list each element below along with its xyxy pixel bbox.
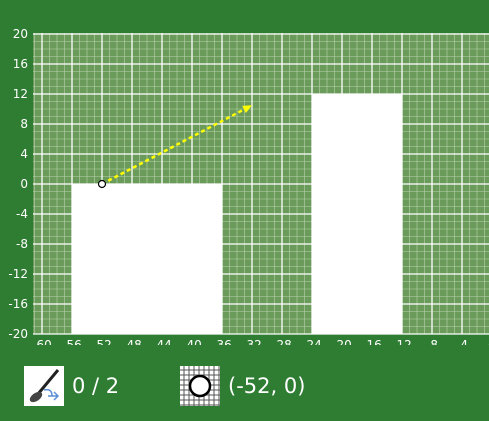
y-tick-label: -8 bbox=[16, 237, 28, 251]
x-tick-label: -4 bbox=[456, 338, 468, 345]
white-block bbox=[72, 184, 222, 334]
x-tick-label: -28 bbox=[272, 338, 292, 345]
position-group: (-52, 0) bbox=[180, 363, 305, 409]
x-axis-labels: -60 -56 -52 -48 -44 -40 -36 -32 -28 -24 -20 -16 -12 -… bbox=[32, 338, 489, 345]
y-tick-label: -4 bbox=[16, 207, 28, 221]
y-axis-labels: 20 16 12 8 4 0 -4 -8 -12 -16 -20 bbox=[8, 27, 28, 341]
golf-club-icon[interactable] bbox=[24, 366, 64, 406]
x-tick-label: -48 bbox=[122, 338, 142, 345]
shot-counter: 0 / 2 bbox=[72, 374, 120, 398]
ball[interactable] bbox=[97, 179, 107, 189]
white-block bbox=[312, 94, 402, 334]
y-tick-label: 4 bbox=[20, 147, 28, 161]
x-tick-label: -24 bbox=[302, 338, 322, 345]
ball-position: (-52, 0) bbox=[228, 374, 306, 398]
x-tick-label: -12 bbox=[392, 338, 412, 345]
y-tick-label: -20 bbox=[8, 327, 28, 341]
x-tick-label: -16 bbox=[362, 338, 382, 345]
shots-group: 0 / 2 bbox=[24, 363, 119, 409]
ball-grid-icon[interactable] bbox=[180, 366, 220, 406]
y-tick-label: 0 bbox=[20, 177, 28, 191]
aim-line bbox=[101, 106, 248, 186]
x-tick-label: -60 bbox=[32, 338, 52, 345]
x-tick-label: -40 bbox=[182, 338, 202, 345]
x-tick-label: -52 bbox=[92, 338, 112, 345]
y-tick-label: -12 bbox=[8, 267, 28, 281]
y-tick-label: 8 bbox=[20, 117, 28, 131]
aim-arrowhead bbox=[242, 105, 252, 113]
x-tick-label: -32 bbox=[242, 338, 262, 345]
x-tick-label: -56 bbox=[62, 338, 82, 345]
game-board[interactable]: 20 16 12 8 4 0 -4 -8 -12 -16 -20 -60 -56 -52 -48 -44 -4… bbox=[0, 0, 489, 345]
status-bar: 0 / 2 (-52, 0) bbox=[0, 363, 489, 413]
y-tick-label: -16 bbox=[8, 297, 28, 311]
x-tick-label: -44 bbox=[152, 338, 172, 345]
x-tick-label: -36 bbox=[212, 338, 232, 345]
y-tick-label: 12 bbox=[13, 87, 28, 101]
y-tick-label: 16 bbox=[13, 57, 28, 71]
x-tick-label: -20 bbox=[332, 338, 352, 345]
x-tick-label: -8 bbox=[426, 338, 438, 345]
white-blocks bbox=[72, 94, 402, 334]
y-tick-label: 20 bbox=[13, 27, 28, 41]
